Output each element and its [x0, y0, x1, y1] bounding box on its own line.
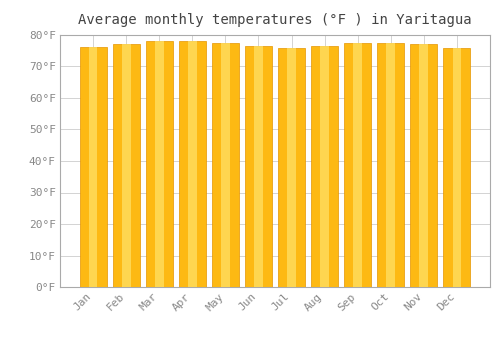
- Bar: [254, 46, 263, 287]
- Title: Average monthly temperatures (°F ) in Yaritagua: Average monthly temperatures (°F ) in Ya…: [78, 13, 472, 27]
- Bar: [452, 48, 461, 287]
- Bar: [146, 41, 173, 287]
- Bar: [212, 43, 239, 287]
- Bar: [410, 44, 438, 287]
- Bar: [155, 41, 164, 287]
- Bar: [112, 44, 140, 287]
- Bar: [188, 41, 196, 287]
- Bar: [80, 47, 106, 287]
- Bar: [386, 43, 395, 287]
- Bar: [122, 44, 130, 287]
- Bar: [245, 46, 272, 287]
- Bar: [221, 43, 230, 287]
- Bar: [444, 48, 470, 287]
- Bar: [320, 46, 329, 287]
- Bar: [377, 43, 404, 287]
- Bar: [311, 46, 338, 287]
- Bar: [278, 48, 305, 287]
- Bar: [179, 41, 206, 287]
- Bar: [420, 44, 428, 287]
- Bar: [287, 48, 296, 287]
- Bar: [344, 43, 371, 287]
- Bar: [89, 47, 98, 287]
- Bar: [354, 43, 362, 287]
